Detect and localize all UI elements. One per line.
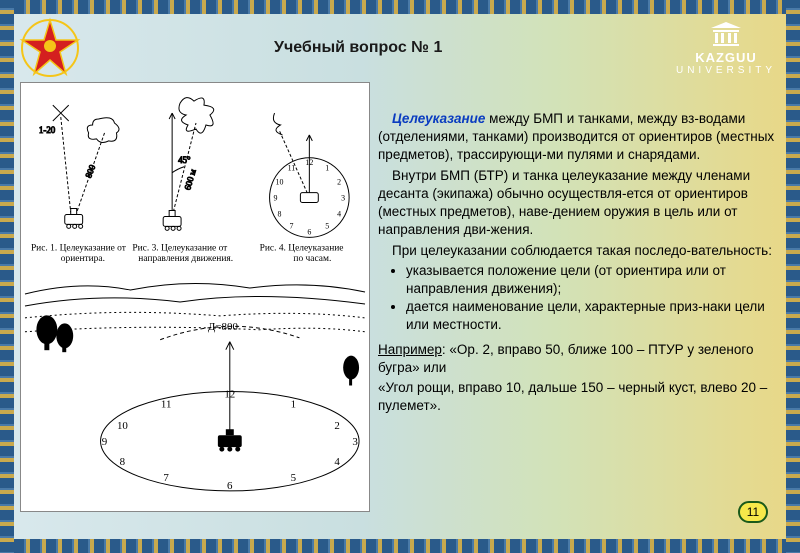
university-logo: KAZGUU UNIVERSITY: [676, 20, 776, 76]
svg-text:10: 10: [117, 420, 128, 432]
svg-text:3: 3: [352, 436, 358, 448]
landscape-dist: Д=800: [208, 321, 239, 333]
svg-text:9: 9: [274, 194, 278, 203]
border-left: [0, 0, 14, 553]
list-item: дается наименование цели, характерные пр…: [406, 298, 780, 334]
header: Учебный вопрос № 1 KAZGUU UNIVERSITY: [14, 14, 786, 82]
svg-text:2: 2: [334, 420, 339, 432]
svg-text:Рис. 3. Целеуказание от: Рис. 3. Целеуказание от: [132, 243, 227, 253]
svg-text:11: 11: [161, 398, 172, 410]
svg-text:10: 10: [276, 178, 284, 187]
svg-text:5: 5: [325, 221, 329, 230]
svg-text:11: 11: [288, 164, 296, 173]
border-right: [786, 0, 800, 553]
svg-text:7: 7: [289, 221, 293, 230]
list-item: указывается положение цели (от ориентира…: [406, 262, 780, 298]
sub1-height: 800: [83, 163, 97, 180]
para-3: При целеуказании соблюдается такая после…: [378, 242, 780, 260]
svg-text:направления движения.: направления движения.: [138, 254, 233, 264]
svg-text:1: 1: [325, 164, 329, 173]
logo-text-1: KAZGUU: [676, 50, 776, 65]
slide-content: Учебный вопрос № 1 KAZGUU UNIVERSITY 1-2…: [14, 14, 786, 539]
example-label: Например: [378, 342, 442, 357]
svg-text:4: 4: [337, 209, 341, 218]
page-number: 11: [738, 501, 768, 523]
logo-columns-icon: [709, 20, 743, 48]
sub1-dist: 1-20: [39, 125, 56, 135]
sub3-angle: 45°: [178, 155, 191, 165]
example-2: «Угол рощи, вправо 10, дальше 150 – черн…: [378, 379, 780, 415]
svg-text:9: 9: [102, 436, 108, 448]
logo-text-2: UNIVERSITY: [676, 65, 776, 76]
para-2: Внутри БМП (БТР) и танка целеуказание ме…: [378, 167, 780, 240]
svg-text:8: 8: [120, 456, 126, 468]
svg-text:6: 6: [227, 480, 233, 492]
slide-title: Учебный вопрос № 1: [274, 39, 442, 57]
svg-text:Рис. 1. Целеуказание от: Рис. 1. Целеуказание от: [31, 243, 126, 253]
text-column: Целеуказание между БМП и танками, между …: [378, 82, 780, 512]
diagram-figure: 1-20 800 45° 600 м: [20, 82, 370, 512]
para-1: Целеуказание между БМП и танками, между …: [378, 110, 780, 165]
svg-text:2: 2: [337, 178, 341, 187]
svg-text:8: 8: [278, 209, 282, 218]
star-emblem-icon: [18, 16, 82, 80]
border-top: [0, 0, 800, 14]
svg-text:3: 3: [341, 194, 345, 203]
svg-text:по часам.: по часам.: [293, 254, 331, 264]
svg-text:5: 5: [291, 472, 297, 484]
svg-text:Рис. 4. Целеуказание: Рис. 4. Целеуказание: [260, 243, 344, 253]
example-1: Например: «Ор. 2, вправо 50, ближе 100 –…: [378, 341, 780, 377]
svg-text:ориентира.: ориентира.: [61, 254, 105, 264]
highlight-term: Целеуказание: [392, 111, 485, 126]
svg-text:4: 4: [334, 456, 340, 468]
sequence-list: указывается положение цели (от ориентира…: [378, 262, 780, 335]
svg-text:1: 1: [291, 398, 296, 410]
svg-text:7: 7: [163, 472, 169, 484]
slide-body: 1-20 800 45° 600 м: [14, 82, 786, 518]
border-bottom: [0, 539, 800, 553]
diagram-svg: 1-20 800 45° 600 м: [21, 83, 369, 511]
svg-text:6: 6: [307, 227, 311, 236]
sub3-dist: 600 м: [182, 168, 198, 192]
